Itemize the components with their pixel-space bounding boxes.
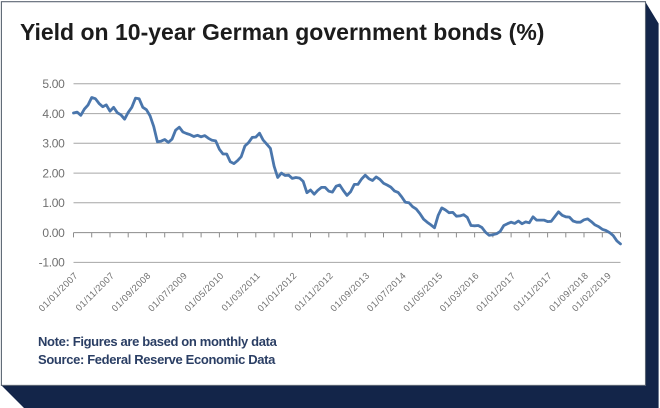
- svg-text:4.00: 4.00: [42, 107, 65, 121]
- svg-text:1.00: 1.00: [42, 196, 65, 210]
- svg-text:5.00: 5.00: [42, 77, 65, 91]
- svg-text:-1.00: -1.00: [39, 256, 65, 270]
- svg-text:3.00: 3.00: [42, 137, 65, 151]
- svg-text:0.00: 0.00: [42, 226, 65, 240]
- svg-text:2.00: 2.00: [42, 166, 65, 180]
